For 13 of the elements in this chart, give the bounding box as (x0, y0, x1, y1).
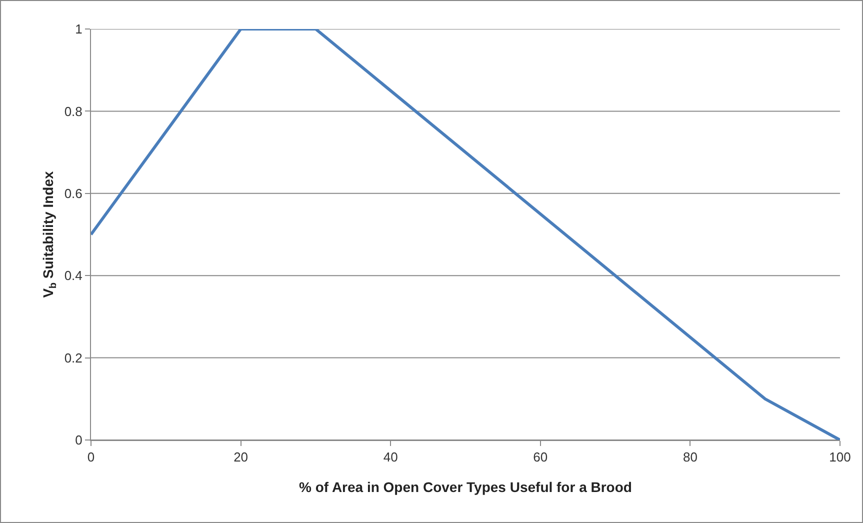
x-tick-label: 80 (682, 450, 698, 465)
y-tick-label: 0 (75, 432, 82, 448)
y-tick-label: 0.4 (64, 268, 82, 284)
x-tick-label: 20 (234, 450, 248, 465)
x-axis-title: % of Area in Open Cover Types Useful for a Brood (299, 479, 632, 495)
y-tick-label: 0.2 (64, 350, 82, 366)
y-tick-label: 0.8 (64, 104, 82, 119)
x-tick-label: 100 (829, 450, 851, 465)
x-tick-label: 60 (533, 450, 548, 465)
x-tick-label: 40 (383, 450, 398, 465)
x-tick-label: 0 (87, 450, 95, 465)
y-tick-label: 0.6 (64, 186, 82, 201)
y-tick-label: 1 (75, 22, 82, 37)
